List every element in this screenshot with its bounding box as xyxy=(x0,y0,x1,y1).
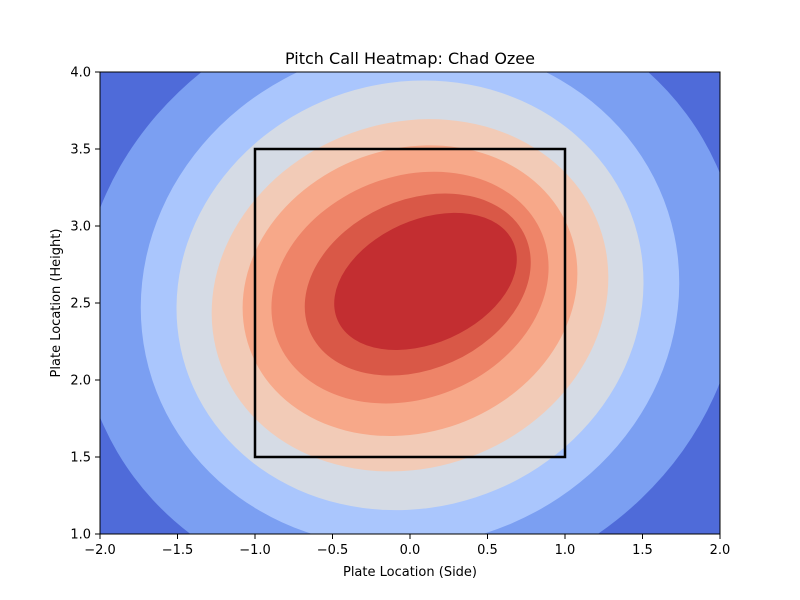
x-tick-label: 1.5 xyxy=(632,543,653,558)
x-axis-label: Plate Location (Side) xyxy=(343,565,477,580)
x-tick-label: −1.0 xyxy=(239,543,271,558)
y-tick-label: 2.5 xyxy=(70,297,91,312)
y-tick-label: 3.0 xyxy=(70,220,91,235)
y-tick-label: 4.0 xyxy=(70,66,91,81)
strike-zone xyxy=(253,147,567,459)
y-axis: 1.0 1.5 2.0 2.5 3.0 3.5 4.0 xyxy=(70,66,100,543)
y-tick-label: 1.5 xyxy=(70,451,91,466)
x-tick-label: −2.0 xyxy=(84,543,116,558)
x-tick-label: −0.5 xyxy=(317,543,349,558)
chart-title: Pitch Call Heatmap: Chad Ozee xyxy=(285,49,535,68)
x-axis: −2.0 −1.5 −1.0 −0.5 0.0 0.5 1.0 1.5 2.0 xyxy=(84,534,730,558)
contour-band-9 xyxy=(334,212,517,350)
y-tick-label: 2.0 xyxy=(70,374,91,389)
x-tick-label: 0.0 xyxy=(400,543,421,558)
x-tick-label: −1.5 xyxy=(162,543,194,558)
y-tick-label: 1.0 xyxy=(70,528,91,543)
x-tick-label: 0.5 xyxy=(477,543,498,558)
x-tick-label: 1.0 xyxy=(555,543,576,558)
x-tick-label: 2.0 xyxy=(710,543,731,558)
y-axis-label: Plate Location (Height) xyxy=(49,229,64,378)
y-tick-label: 3.5 xyxy=(70,143,91,158)
